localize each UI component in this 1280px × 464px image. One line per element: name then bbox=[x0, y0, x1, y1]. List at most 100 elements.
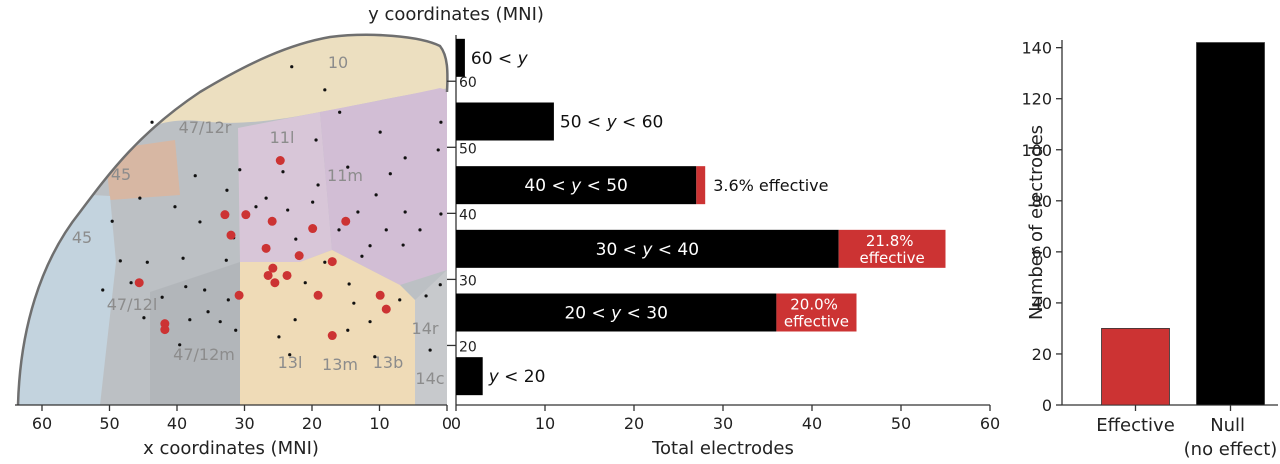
region-label: 14r bbox=[412, 319, 439, 338]
brain-outline bbox=[16, 33, 449, 406]
effective-electrode bbox=[226, 230, 236, 240]
region-label: 47/12m bbox=[173, 345, 235, 364]
electrode-dot bbox=[368, 244, 372, 248]
electrode-dot bbox=[403, 210, 407, 214]
y-tick-label: 0 bbox=[1042, 396, 1052, 415]
x-tick-label: 30 bbox=[713, 414, 733, 433]
electrode-dot bbox=[337, 228, 341, 232]
region-label: 11m bbox=[327, 166, 363, 185]
electrode-dot bbox=[238, 168, 242, 172]
electrode-dot bbox=[178, 343, 182, 347]
x-tick-label: 20 bbox=[302, 414, 322, 433]
region-label: 45 bbox=[111, 165, 131, 184]
bar bbox=[1101, 328, 1170, 406]
effective-electrode bbox=[268, 263, 278, 273]
y-tick-label: 20 bbox=[1032, 345, 1052, 364]
effective-electrode bbox=[275, 156, 285, 166]
electrode-dot bbox=[373, 355, 377, 359]
electrode-dot bbox=[206, 310, 210, 314]
effective-electrode bbox=[261, 243, 271, 253]
bar-segment bbox=[456, 38, 465, 77]
bar-label: 50 < y < 60 bbox=[560, 113, 663, 133]
bar-label: 30 < y < 40 bbox=[596, 240, 699, 260]
electrode-dot bbox=[184, 285, 188, 289]
electrode-dot bbox=[142, 316, 146, 320]
electrode-dot bbox=[374, 193, 378, 197]
bar-label: 40 < y < 50 bbox=[524, 176, 627, 196]
electrode-dot bbox=[360, 254, 364, 258]
region-shape bbox=[18, 190, 116, 405]
region-label: 14c bbox=[415, 369, 444, 388]
electrode-dot bbox=[226, 298, 230, 302]
electrode-dot bbox=[138, 196, 142, 200]
y-tick-label: 30 bbox=[459, 273, 477, 289]
x-tick-label: 0 bbox=[442, 414, 452, 433]
electrode-dot bbox=[314, 138, 318, 142]
electrode-dot bbox=[293, 318, 297, 322]
electrode-dot bbox=[356, 210, 360, 214]
effective-electrode bbox=[270, 278, 280, 288]
effective-electrode bbox=[263, 270, 273, 280]
region-shape bbox=[240, 250, 415, 405]
electrode-dot bbox=[439, 212, 443, 216]
chart-title: y coordinates (MNI) bbox=[368, 4, 544, 25]
effective-electrode bbox=[341, 216, 351, 226]
effective-electrode bbox=[308, 224, 318, 234]
effective-annotation: 3.6% effective bbox=[713, 176, 828, 195]
electrode-dot bbox=[277, 335, 281, 339]
y-tick-label: 20 bbox=[459, 339, 477, 355]
region-label: 10 bbox=[328, 53, 348, 72]
electrode-dot bbox=[101, 288, 105, 292]
electrode-dot bbox=[403, 156, 407, 160]
electrode-dot bbox=[281, 170, 285, 174]
bar-label: y < 20 bbox=[488, 367, 546, 387]
effective-electrode bbox=[234, 290, 244, 300]
electrode-dot bbox=[424, 294, 428, 298]
y-tick-label: 60 bbox=[1032, 243, 1052, 262]
electrode-dot bbox=[218, 320, 222, 324]
electrode-dot bbox=[323, 88, 327, 92]
bar-segment bbox=[456, 102, 554, 141]
effective-electrode bbox=[294, 251, 304, 261]
x-axis-label: Total electrodes bbox=[651, 438, 794, 459]
electrode-dot bbox=[181, 256, 185, 260]
effective-electrode bbox=[241, 210, 251, 220]
bar bbox=[1196, 42, 1265, 406]
y-tick-label: 100 bbox=[1021, 141, 1052, 160]
y-tick-label: 40 bbox=[1032, 294, 1052, 313]
electrode-dot bbox=[160, 295, 164, 299]
electrode-dot bbox=[254, 205, 258, 209]
region-label: 11l bbox=[270, 128, 295, 147]
electrode-dot bbox=[150, 120, 154, 124]
effective-annotation: 21.8% effective bbox=[859, 232, 924, 267]
electrode-dot bbox=[198, 220, 202, 224]
x-tick-label: 10 bbox=[535, 414, 555, 433]
electrode-dot bbox=[224, 258, 228, 262]
electrode-dot bbox=[264, 196, 268, 200]
electrode-dot bbox=[338, 110, 342, 114]
y-tick-label: 40 bbox=[459, 207, 477, 223]
electrode-dot bbox=[311, 200, 315, 204]
electrode-dot bbox=[173, 205, 177, 209]
x-tick-label: 50 bbox=[891, 414, 911, 433]
bar-segment bbox=[838, 229, 946, 268]
effective-electrode bbox=[327, 257, 337, 267]
electrode-dot bbox=[303, 281, 307, 285]
electrode-dot bbox=[145, 260, 149, 264]
effective-electrode bbox=[381, 304, 391, 314]
electrode-dot bbox=[438, 283, 442, 287]
region-shape bbox=[320, 88, 447, 285]
electrode-dot bbox=[294, 237, 298, 241]
y-tick-label: 50 bbox=[459, 141, 477, 157]
region-shape bbox=[150, 262, 240, 405]
electrode-dot bbox=[129, 281, 133, 285]
bar-segment bbox=[456, 166, 697, 205]
electrode-dot bbox=[118, 259, 122, 263]
bar-label: 20 < y < 30 bbox=[564, 304, 667, 324]
electrode-dot bbox=[378, 130, 382, 134]
region-label: 13b bbox=[373, 353, 404, 372]
electrode-dot bbox=[368, 320, 372, 324]
x-tick-label: 20 bbox=[624, 414, 644, 433]
